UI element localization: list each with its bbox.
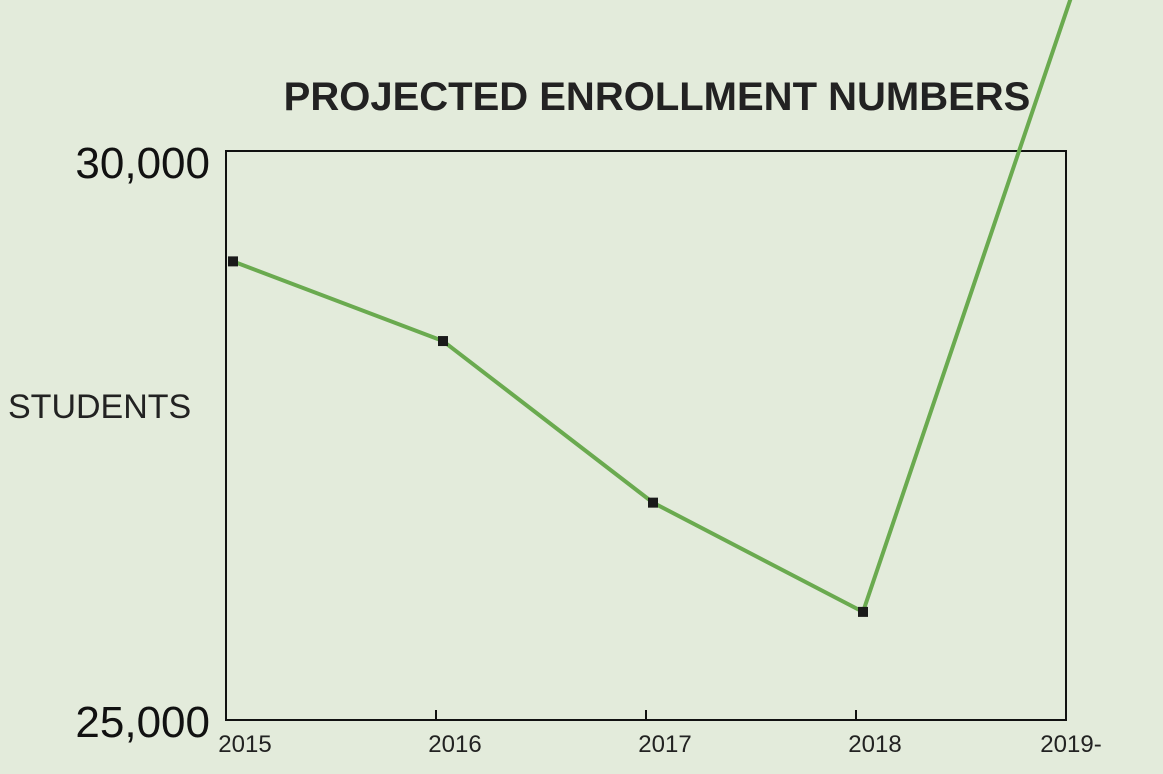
y-tick-label-bottom: 25,000 xyxy=(75,698,210,747)
x-tick-label-2: 2016 xyxy=(428,731,481,758)
plot-frame xyxy=(225,150,1067,721)
data-point-2016 xyxy=(438,336,448,347)
y-tick-label-top: 30,000 xyxy=(75,139,210,188)
data-point-2015 xyxy=(228,256,238,267)
series-layer xyxy=(228,0,1073,617)
x-tick-label-5: 2019- xyxy=(1040,731,1101,758)
x-tick-label-4: 2018 xyxy=(848,731,901,758)
x-tick-label-1: 2015 xyxy=(218,731,271,758)
x-axis-ticks: 2015 2016 2017 2018 2019- xyxy=(218,710,1102,758)
x-tick-label-3: 2017 xyxy=(638,731,691,758)
data-point-2017 xyxy=(648,497,658,508)
chart-title: PROJECTED ENROLLMENT NUMBERS xyxy=(284,75,1031,119)
y-axis-label: STUDENTS xyxy=(8,388,191,426)
data-point-2018 xyxy=(858,606,868,617)
